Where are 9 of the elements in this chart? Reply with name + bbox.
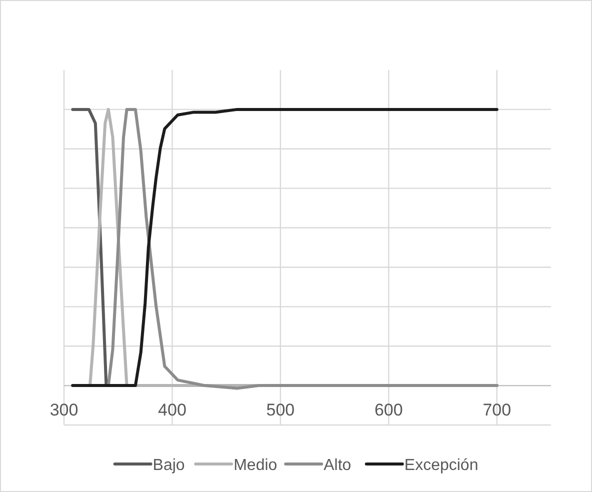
legend-label: Medio xyxy=(234,457,278,474)
x-tick-label: 300 xyxy=(50,400,78,420)
x-tick-label: 400 xyxy=(158,400,186,420)
x-tick-label: 600 xyxy=(374,400,403,420)
x-tick-label: 700 xyxy=(482,400,512,420)
legend-label: Bajo xyxy=(152,457,185,474)
x-tick-label: 500 xyxy=(266,400,295,420)
legend-label: Excepción xyxy=(404,457,478,474)
legend-label: Alto xyxy=(324,457,352,474)
